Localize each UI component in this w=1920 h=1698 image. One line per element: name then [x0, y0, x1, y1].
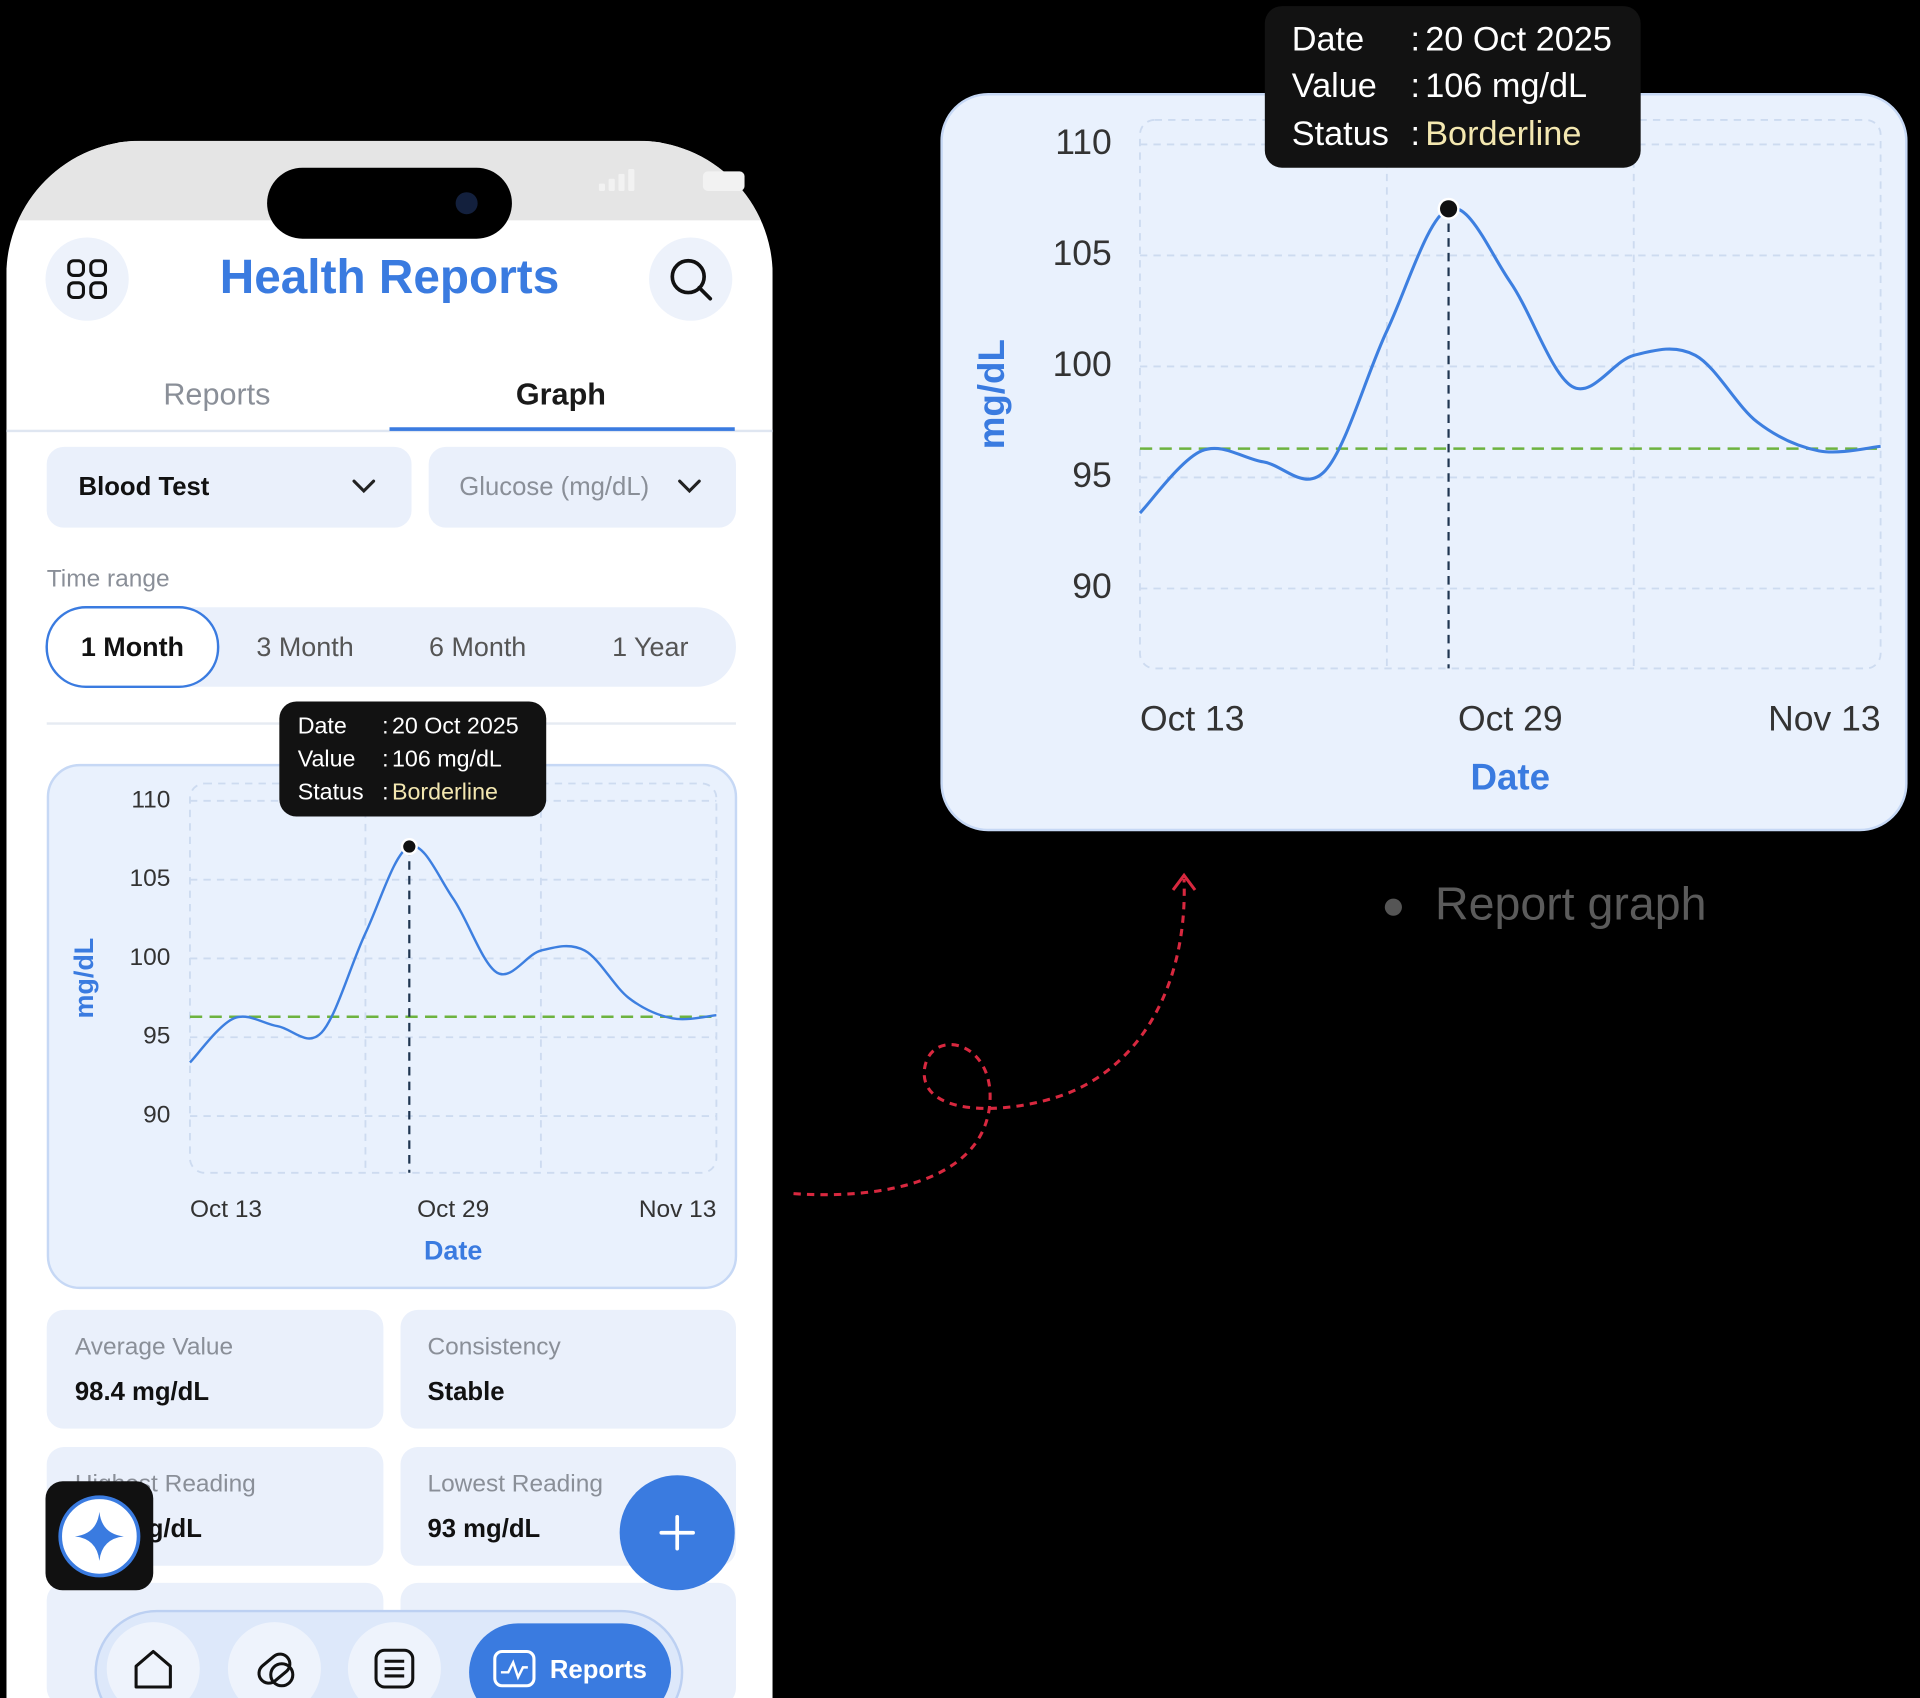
y-tick-label: 95: [1072, 455, 1112, 495]
stat-label: Consistency: [427, 1333, 561, 1360]
y-tick-label: 100: [130, 944, 171, 971]
nav-reports[interactable]: Reports: [469, 1623, 672, 1698]
nav-list[interactable]: [347, 1622, 441, 1698]
caption-bullet: [1384, 898, 1402, 916]
annotation-arrow: [793, 878, 1186, 1197]
zoom-chart: 90 95 100 105 110 mg/dL Date Oct 13 Oct 29 Nov 13…: [971, 6, 1882, 798]
tooltip-separator: :: [1411, 115, 1421, 153]
status-icons: [598, 168, 745, 191]
caption: Report graph: [1435, 877, 1707, 929]
dropdown-value: Glucose (mg/dL): [459, 473, 649, 501]
x-tick-label: Oct 29: [1458, 698, 1563, 738]
tooltip-key: Value: [1292, 67, 1377, 105]
tooltip-value: 20 Oct 2025: [392, 712, 519, 738]
y-tick-label: 100: [1053, 344, 1112, 384]
x-tick-label: Nov 13: [639, 1196, 717, 1223]
stat-label: Average Value: [75, 1333, 233, 1360]
tooltip-separator: :: [1411, 67, 1421, 105]
stat-card: Consistency Stable: [400, 1309, 736, 1429]
segment[interactable]: 1 Month: [81, 632, 184, 662]
tooltip-separator: :: [1411, 21, 1421, 59]
tab-indicator: [389, 427, 735, 431]
data-line: [189, 844, 717, 1064]
dropdown-value: Blood Test: [79, 473, 210, 501]
segment[interactable]: 1 Year: [612, 632, 688, 662]
stat-value: 98.4 mg/dL: [75, 1378, 209, 1406]
tooltip-value: 20 Oct 2025: [1425, 21, 1612, 59]
y-tick-label: 90: [1072, 566, 1112, 606]
tooltip-key: Status: [298, 778, 364, 804]
y-tick-label: 110: [1055, 122, 1112, 162]
tooltip: [279, 701, 547, 817]
menu-button[interactable]: [45, 237, 129, 321]
test-dropdown[interactable]: Blood Test: [46, 446, 412, 528]
tooltip-key: Date: [1292, 21, 1364, 59]
metric-dropdown[interactable]: Glucose (mg/dL): [428, 446, 736, 528]
tooltip-value: 106 mg/dL: [392, 745, 502, 771]
segment-selected[interactable]: [45, 605, 220, 689]
nav-label: Reports: [550, 1656, 647, 1684]
phone-chart: 90 95 100 105 110 mg/dL Date Oct 13 Oct 29 Nov 13…: [69, 701, 718, 1265]
arrow-head: [1171, 872, 1197, 891]
nav-home[interactable]: [106, 1622, 200, 1698]
tooltip-key: Status: [1292, 115, 1389, 153]
tooltip-key: Date: [298, 712, 347, 738]
segment[interactable]: 6 Month: [429, 632, 526, 662]
add-button[interactable]: [619, 1475, 735, 1591]
tooltip-key: Value: [298, 745, 356, 771]
tooltip-value: Borderline: [1425, 115, 1581, 153]
x-tick-label: Nov 13: [1768, 698, 1880, 738]
y-tick-label: 90: [143, 1102, 170, 1129]
search-button[interactable]: [649, 237, 733, 321]
x-tick-label: Oct 29: [417, 1196, 489, 1223]
segment[interactable]: 3 Month: [256, 632, 353, 662]
tab-active[interactable]: Graph: [516, 378, 606, 412]
tab[interactable]: Reports: [163, 378, 270, 412]
tooltip-value: Borderline: [392, 778, 498, 804]
x-axis-title: Date: [424, 1235, 482, 1265]
nav-medicine[interactable]: [227, 1622, 321, 1698]
notch: [267, 167, 512, 239]
time-range-label: Time range: [47, 566, 170, 593]
camera: [455, 192, 478, 215]
focus-point-core: [1439, 200, 1458, 218]
data-line: [1138, 206, 1881, 515]
y-tick-label: 95: [143, 1023, 170, 1050]
y-axis-title: mg/dL: [971, 339, 1012, 449]
y-tick-label: 110: [131, 786, 170, 813]
segmented-control: [46, 607, 736, 687]
stat-card: Average Value 98.4 mg/dL: [46, 1309, 384, 1429]
x-axis-title: Date: [1470, 757, 1550, 798]
focus-point-core: [403, 840, 416, 853]
page-title: Health Reports: [220, 251, 560, 304]
tooltip-separator: :: [382, 745, 388, 771]
tooltip-value: 106 mg/dL: [1425, 67, 1587, 105]
y-axis-title: mg/dL: [69, 938, 99, 1019]
x-tick-label: Oct 13: [1140, 698, 1245, 738]
stat-label: Lowest Reading: [427, 1470, 602, 1497]
tooltip-separator: :: [382, 712, 388, 738]
y-tick-label: 105: [1053, 233, 1112, 273]
stat-value: Stable: [427, 1378, 504, 1406]
stat-value: 93 mg/dL: [427, 1515, 540, 1543]
tooltip-separator: :: [382, 778, 388, 804]
assistant-button[interactable]: [45, 1481, 154, 1591]
x-tick-label: Oct 13: [190, 1196, 262, 1223]
tooltip: [1264, 6, 1641, 168]
y-tick-label: 105: [130, 865, 171, 892]
